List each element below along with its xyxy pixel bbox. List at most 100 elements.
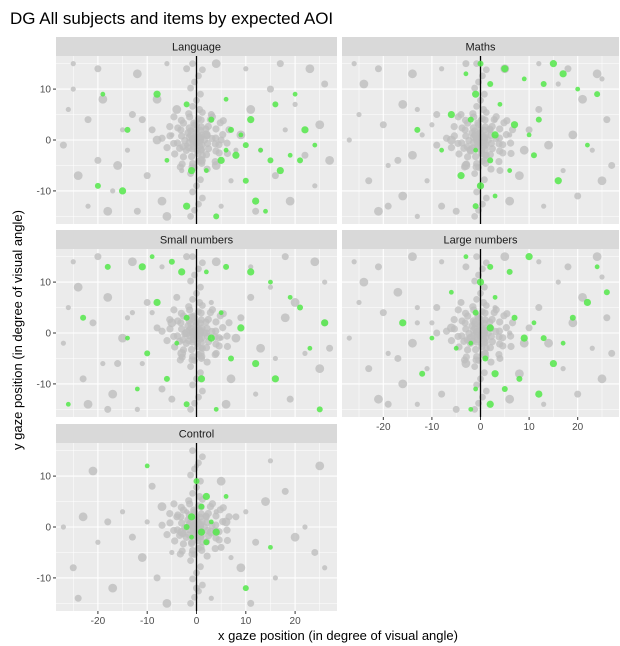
other-aoi-point [60, 340, 66, 346]
gaze-cloud-point [482, 302, 490, 309]
gaze-cloud-point [197, 90, 204, 98]
expected-aoi-point [203, 539, 210, 546]
gaze-cloud-point [204, 315, 212, 324]
gaze-cloud-point [176, 144, 184, 152]
other-aoi-point [70, 61, 76, 67]
expected-aoi-point [183, 314, 190, 321]
expected-aoi-point [242, 142, 249, 149]
gaze-cloud-point [487, 165, 495, 173]
other-aoi-point [110, 188, 116, 194]
expected-aoi-point [203, 168, 209, 173]
other-aoi-point [162, 598, 172, 608]
other-aoi-point [247, 293, 255, 301]
expected-aoi-point [94, 182, 101, 189]
other-aoi-point [285, 196, 295, 206]
other-aoi-point [492, 304, 498, 311]
gaze-cloud-point [471, 405, 479, 413]
other-aoi-point [424, 178, 430, 184]
y-tick-label: -10 [37, 379, 52, 390]
gaze-cloud-point [166, 509, 174, 518]
expected-aoi-point [144, 463, 150, 469]
gaze-cloud-point [187, 471, 194, 479]
gaze-cloud-point [199, 302, 206, 309]
other-aoi-point [541, 401, 547, 407]
other-aoi-point [79, 375, 87, 383]
other-aoi-point [414, 304, 420, 311]
x-tick-label: -20 [376, 422, 391, 433]
gaze-cloud-point [219, 324, 227, 332]
expected-aoi-point [208, 519, 214, 525]
other-aoi-point [84, 116, 92, 124]
expected-aoi-point [223, 263, 230, 270]
expected-aoi-point [585, 142, 590, 148]
y-tick-label: 10 [40, 85, 52, 96]
other-aoi-point [177, 348, 187, 358]
other-aoi-point [100, 360, 106, 367]
other-aoi-point [118, 333, 127, 343]
gaze-cloud-point [471, 84, 479, 92]
expected-aoi-point [238, 132, 244, 138]
gaze-cloud-point [454, 139, 462, 148]
gaze-cloud-point [189, 575, 196, 583]
expected-aoi-point [193, 478, 200, 485]
other-aoi-point [104, 405, 112, 413]
x-tick-label: -10 [140, 616, 155, 627]
gaze-cloud-point [460, 144, 468, 152]
other-aoi-point [217, 543, 225, 551]
expected-aoi-point [197, 528, 206, 536]
expected-aoi-point [202, 492, 210, 501]
gaze-cloud-point [471, 170, 479, 178]
expected-aoi-point [144, 350, 151, 357]
expected-aoi-point [521, 76, 527, 82]
gaze-cloud-point [189, 145, 196, 153]
gaze-cloud-point [185, 110, 193, 118]
panel-plot-area [342, 249, 619, 417]
gaze-cloud-point [212, 125, 220, 133]
gaze-cloud-point [464, 153, 472, 161]
gaze-cloud-point [197, 326, 204, 334]
expected-aoi-point [491, 370, 499, 378]
expected-aoi-point [583, 298, 592, 307]
expected-aoi-point [453, 345, 459, 351]
gaze-cloud-point [471, 212, 479, 220]
other-aoi-point [379, 309, 387, 317]
expected-aoi-point [271, 375, 279, 383]
gaze-cloud-point [197, 563, 204, 571]
other-aoi-point [221, 399, 231, 409]
expected-aoi-point [138, 263, 146, 271]
expected-aoi-point [228, 126, 235, 133]
expected-aoi-point [492, 294, 498, 300]
other-aoi-point [65, 106, 71, 113]
expected-aoi-point [207, 334, 215, 342]
gaze-cloud-point [499, 342, 507, 350]
other-aoi-point [169, 132, 175, 138]
other-aoi-point [568, 318, 578, 328]
gaze-cloud-point [185, 303, 193, 311]
other-aoi-point [228, 554, 234, 561]
other-aoi-point [78, 512, 88, 522]
expected-aoi-point [540, 335, 547, 342]
panel-plot-area [56, 56, 337, 224]
other-aoi-point [438, 390, 446, 398]
expected-aoi-point [183, 401, 190, 408]
gaze-cloud-point [473, 188, 481, 196]
gaze-cloud-point [166, 519, 174, 527]
expected-aoi-point [213, 213, 220, 220]
expected-aoi-point [247, 116, 255, 124]
gaze-cloud-point [215, 536, 223, 544]
other-aoi-point [408, 150, 417, 160]
other-aoi-point [394, 156, 402, 164]
gaze-cloud-point [454, 306, 462, 314]
gaze-cloud-point [473, 103, 481, 110]
other-aoi-point [144, 519, 150, 525]
other-aoi-point [310, 257, 320, 267]
gaze-cloud-point [482, 66, 490, 74]
expected-aoi-point [118, 187, 127, 195]
gaze-cloud-point [203, 358, 211, 366]
gaze-cloud-point [487, 358, 495, 366]
expected-aoi-point [540, 81, 547, 87]
other-aoi-point [486, 126, 494, 134]
gaze-cloud-point [495, 157, 503, 166]
gaze-cloud-point [171, 150, 179, 158]
gaze-cloud-point [170, 332, 178, 341]
